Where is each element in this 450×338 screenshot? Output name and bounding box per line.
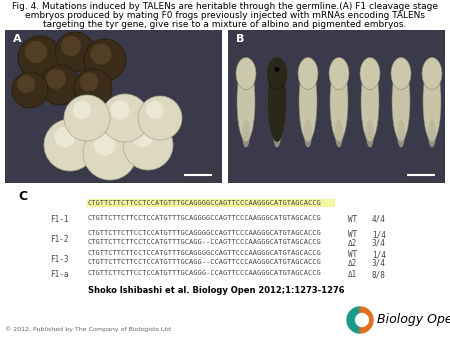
Text: 1/4: 1/4 <box>372 250 386 259</box>
Circle shape <box>18 36 62 80</box>
Bar <box>228 30 445 183</box>
FancyBboxPatch shape <box>87 199 335 207</box>
Circle shape <box>25 41 47 63</box>
Ellipse shape <box>299 62 317 142</box>
Ellipse shape <box>273 120 281 147</box>
Ellipse shape <box>329 57 349 90</box>
Text: CTGTTCTTCTTCCTCCATGTTTGCAGGG-CCAGTTCCCAAGGGCATGTAGCACCG: CTGTTCTTCTTCCTCCATGTTTGCAGGG-CCAGTTCCCAA… <box>88 270 322 276</box>
Circle shape <box>12 72 48 108</box>
Ellipse shape <box>236 57 256 90</box>
Ellipse shape <box>397 120 405 147</box>
Ellipse shape <box>268 62 286 142</box>
Circle shape <box>274 67 279 72</box>
Circle shape <box>90 44 112 65</box>
Text: WT: WT <box>348 215 357 224</box>
Ellipse shape <box>268 62 286 142</box>
Text: F1-2: F1-2 <box>50 235 68 243</box>
Text: © 2012. Published by The Company of Biologists Ltd: © 2012. Published by The Company of Biol… <box>5 327 171 332</box>
Text: Δ1: Δ1 <box>348 270 357 279</box>
Circle shape <box>44 119 96 171</box>
Text: F1-1: F1-1 <box>50 215 68 224</box>
Text: 8/8: 8/8 <box>372 270 386 279</box>
Ellipse shape <box>360 57 380 90</box>
Circle shape <box>133 127 153 147</box>
Text: 3/4: 3/4 <box>372 239 386 248</box>
Text: B: B <box>236 34 244 44</box>
Circle shape <box>74 69 112 107</box>
Circle shape <box>80 72 99 92</box>
Circle shape <box>84 39 126 81</box>
Circle shape <box>83 126 137 180</box>
Ellipse shape <box>391 57 411 90</box>
Circle shape <box>146 101 164 119</box>
Ellipse shape <box>392 62 410 142</box>
Circle shape <box>40 65 80 105</box>
Text: 1/4: 1/4 <box>372 230 386 239</box>
Text: Biology Open: Biology Open <box>377 314 450 327</box>
Circle shape <box>123 120 173 170</box>
Text: 3/4: 3/4 <box>372 259 386 268</box>
Ellipse shape <box>267 57 287 90</box>
Text: C: C <box>18 190 27 203</box>
Ellipse shape <box>366 120 374 147</box>
Ellipse shape <box>298 57 318 90</box>
Ellipse shape <box>267 57 287 90</box>
Text: CTGTTCTTCTTCCTCCATGTTTGCAGGGGCCAGTTCCCAAGGGCATGTAGCACCG: CTGTTCTTCTTCCTCCATGTTTGCAGGGGCCAGTTCCCAA… <box>88 200 322 206</box>
Polygon shape <box>347 307 360 333</box>
Text: Shoko Ishibashi et al. Biology Open 2012;1:1273-1276: Shoko Ishibashi et al. Biology Open 2012… <box>88 286 345 295</box>
Circle shape <box>54 127 76 147</box>
Text: CTGTTCTTCTTCCTCCATGTTTGCAGGGGCCAGTTCCCAAGGGCATGTAGCACCG: CTGTTCTTCTTCCTCCATGTTTGCAGGGGCCAGTTCCCAA… <box>88 250 322 256</box>
Circle shape <box>138 96 182 140</box>
Ellipse shape <box>422 57 442 90</box>
Text: Δ2: Δ2 <box>348 239 357 248</box>
Text: F1-3: F1-3 <box>50 255 68 264</box>
Ellipse shape <box>304 120 312 147</box>
Ellipse shape <box>242 120 250 147</box>
Polygon shape <box>360 307 373 333</box>
Text: A: A <box>13 34 22 44</box>
Text: WT: WT <box>348 250 357 259</box>
Circle shape <box>355 313 369 327</box>
Ellipse shape <box>330 62 348 142</box>
Circle shape <box>101 94 149 142</box>
Text: embryos produced by mating F0 frogs previously injected with mRNAs encoding TALE: embryos produced by mating F0 frogs prev… <box>25 11 425 20</box>
Ellipse shape <box>335 120 343 147</box>
Ellipse shape <box>428 120 436 147</box>
Text: CTGTTCTTCTTCCTCCATGTTTGCAGG--CCAGTTCCCAAGGGCATGTAGCACCG: CTGTTCTTCTTCCTCCATGTTTGCAGG--CCAGTTCCCAA… <box>88 259 322 265</box>
Text: F1-a: F1-a <box>50 270 68 279</box>
Bar <box>5 30 222 183</box>
Circle shape <box>61 36 81 56</box>
Circle shape <box>64 95 110 141</box>
Circle shape <box>73 101 91 119</box>
Ellipse shape <box>237 62 255 142</box>
Text: WT: WT <box>348 230 357 239</box>
Ellipse shape <box>361 62 379 142</box>
Text: CTGTTCTTCTTCCTCCATGTTTGCAGGGGCCAGTTCCCAAGGGCATGTAGCACCG: CTGTTCTTCTTCCTCCATGTTTGCAGGGGCCAGTTCCCAA… <box>88 230 322 236</box>
Ellipse shape <box>423 62 441 142</box>
Text: CTGTTCTTCTTCCTCCATGTTTGCAGG--CCAGTTCCCAAGGGCATGTAGCACCG: CTGTTCTTCTTCCTCCATGTTTGCAGG--CCAGTTCCCAA… <box>88 239 322 245</box>
Circle shape <box>94 134 116 156</box>
Text: Fig. 4. Mutations induced by TALENs are heritable through the germline.(A) F1 cl: Fig. 4. Mutations induced by TALENs are … <box>12 2 438 11</box>
Circle shape <box>55 32 95 72</box>
Circle shape <box>17 75 35 93</box>
Text: targeting the tyr gene, give rise to a mixture of albino and pigmented embryos.: targeting the tyr gene, give rise to a m… <box>43 20 407 29</box>
Text: CTGTTCTTCTTCCTCCATGTTTGCAGGGGCCAGTTCCCAAGGGCATGTAGCACCG: CTGTTCTTCTTCCTCCATGTTTGCAGGGGCCAGTTCCCAA… <box>88 215 322 221</box>
Circle shape <box>46 69 66 89</box>
Circle shape <box>110 100 130 120</box>
Text: 4/4: 4/4 <box>372 215 386 224</box>
Text: Δ2: Δ2 <box>348 259 357 268</box>
